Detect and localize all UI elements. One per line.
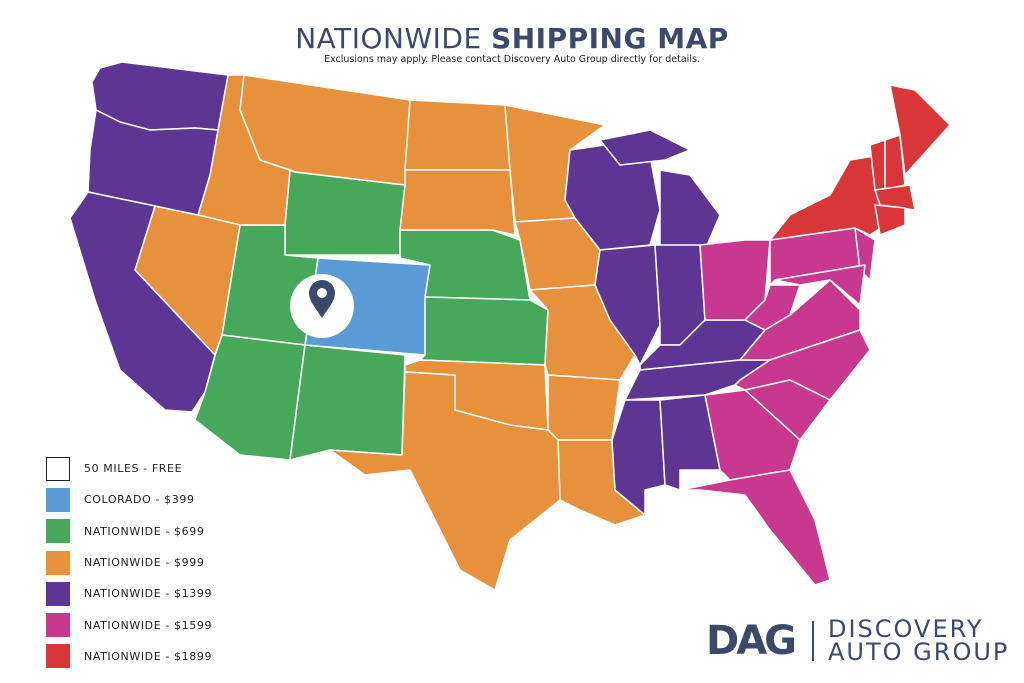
state-or [87, 109, 219, 216]
state-mi [599, 129, 721, 251]
legend-label: COLORADO - $399 [84, 493, 195, 507]
state-ms [611, 399, 666, 516]
legend-swatch [46, 487, 70, 512]
state-fl [679, 469, 831, 586]
legend-label: NATIONWIDE - $1399 [84, 587, 213, 601]
state-tx [329, 371, 561, 591]
legend-item: NATIONWIDE - $699 [46, 516, 212, 547]
legend-swatch [46, 519, 70, 544]
title-light: NATIONWIDE [295, 22, 482, 55]
marker [290, 274, 354, 338]
logo-mark: DAG [706, 618, 797, 664]
legend-label: 50 MILES - FREE [84, 462, 183, 476]
legend-item: COLORADO - $399 [46, 484, 212, 515]
legend-item: NATIONWIDE - $1399 [46, 578, 212, 609]
legend-swatch [46, 456, 70, 481]
map-pin-icon [309, 280, 335, 318]
legend-item: 50 MILES - FREE [46, 453, 212, 484]
state-sd [399, 169, 516, 236]
legend-item: NATIONWIDE - $999 [46, 547, 212, 578]
legend-label: NATIONWIDE - $999 [84, 556, 205, 570]
state-md [774, 264, 866, 306]
page-title: NATIONWIDE SHIPPING MAP [0, 22, 1024, 55]
pin-hole [317, 288, 327, 298]
state-me [889, 84, 951, 176]
legend: 50 MILES - FREE COLORADO - $399 NATIONWIDE… [46, 453, 212, 672]
state-ct [874, 204, 906, 236]
legend-swatch [46, 644, 70, 669]
state-ca [69, 191, 216, 413]
state-ma [874, 184, 916, 211]
logo-divider [812, 621, 814, 661]
state-nm [289, 344, 406, 461]
subtitle: Exclusions may apply. Please contact Dis… [324, 54, 700, 65]
legend-swatch [46, 581, 70, 606]
logo-line2: AUTO GROUP [828, 638, 1010, 666]
legend-label: NATIONWIDE - $699 [84, 524, 205, 538]
title-bold: SHIPPING MAP [491, 22, 729, 55]
state-ar [547, 374, 621, 441]
legend-item: NATIONWIDE - $1599 [46, 609, 212, 640]
legend-swatch [46, 550, 70, 575]
state-ny [769, 154, 886, 241]
legend-swatch [46, 613, 70, 638]
legend-label: NATIONWIDE - $1899 [84, 649, 213, 663]
state-ks [419, 296, 549, 366]
logo-line1: DISCOVERY [828, 615, 984, 643]
logo: DAG DISCOVERY AUTO GROUP [706, 615, 1010, 666]
state-nd [404, 99, 511, 171]
legend-label: NATIONWIDE - $1599 [84, 618, 213, 632]
legend-item: NATIONWIDE - $1899 [46, 641, 212, 672]
